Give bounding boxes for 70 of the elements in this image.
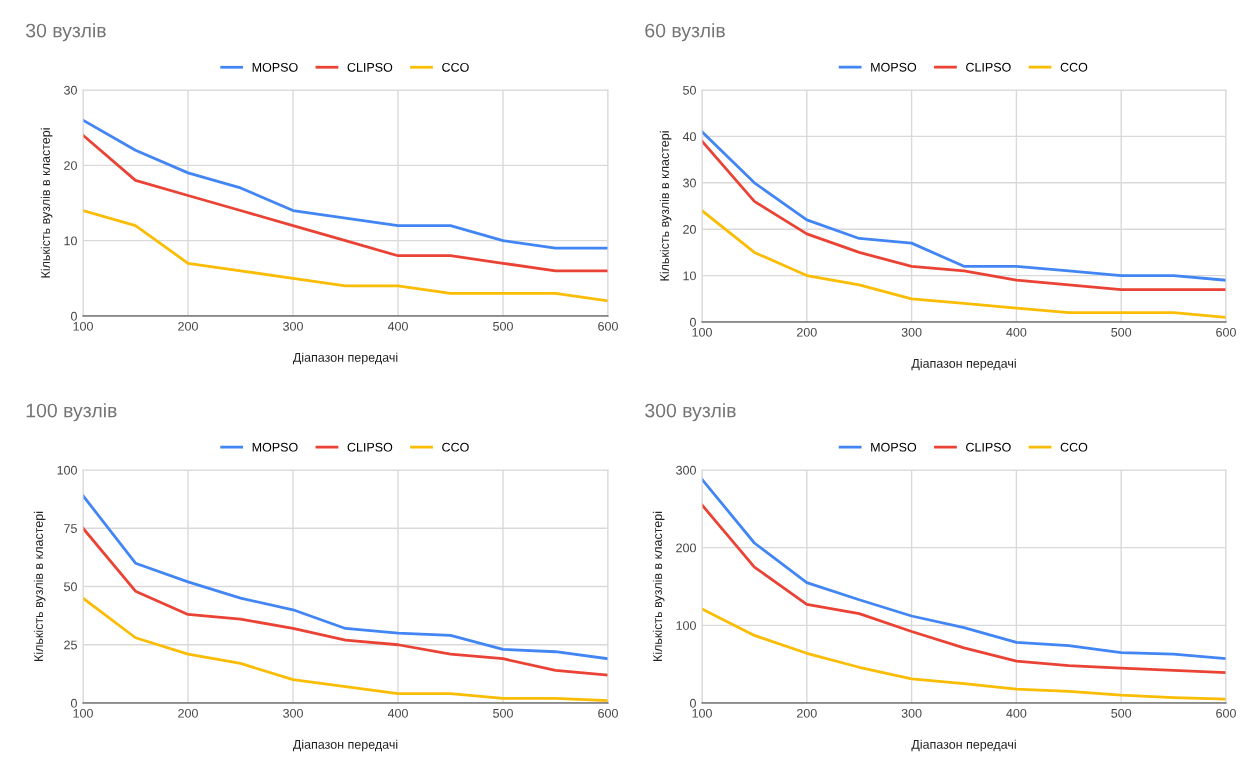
- y-tick-label: 300: [676, 465, 696, 475]
- y-tick-label: 20: [683, 225, 696, 234]
- line-series: [83, 209, 608, 303]
- y-axis-title: Кількість вузлів в кластері: [652, 511, 665, 661]
- x-tick-label: 500: [493, 321, 513, 331]
- x-tick-label: 300: [283, 321, 303, 331]
- y-tick-label: 10: [683, 271, 696, 281]
- x-tick-label: 200: [178, 708, 198, 718]
- y-tick-label: 75: [64, 524, 77, 533]
- x-tick-label: 600: [598, 321, 618, 331]
- y-axis-title: Кількість вузлів в кластері: [659, 131, 672, 281]
- legend-label: CLIPSO: [966, 62, 1011, 72]
- x-axis-title: Діапазон передачі: [911, 739, 1016, 752]
- x-tick-label: 200: [178, 321, 198, 331]
- x-tick-label: 500: [493, 708, 513, 718]
- x-tick-label: 300: [283, 708, 303, 718]
- legend-label: CCO: [442, 442, 469, 452]
- x-tick-label: 500: [1111, 708, 1132, 718]
- line-series: [702, 503, 1226, 675]
- x-tick-label: 500: [1111, 327, 1132, 337]
- y-tick-label: 40: [682, 132, 696, 142]
- y-axis-title: Кількість вузлів в кластері: [33, 511, 46, 661]
- y-tick-label: 10: [64, 236, 77, 246]
- x-tick-label: 400: [387, 321, 408, 331]
- y-axis-title: Кількість вузлів в кластері: [40, 128, 53, 278]
- y-tick-label: 100: [57, 465, 77, 475]
- legend-label: MOPSO: [871, 62, 917, 72]
- x-tick-label: 400: [1006, 708, 1027, 718]
- y-tick-label: 30: [683, 178, 696, 188]
- y-tick-label: 20: [64, 161, 77, 170]
- x-tick-label: 200: [797, 708, 817, 718]
- y-tick-label: 50: [683, 85, 696, 95]
- legend-label: MOPSO: [252, 62, 298, 72]
- chart-title: 60 вузлів: [645, 23, 725, 42]
- y-tick-label: 50: [64, 582, 77, 592]
- x-tick-label: 400: [387, 708, 408, 718]
- x-axis-title: Діапазон передачі: [911, 358, 1016, 371]
- legend-label: MOPSO: [871, 442, 917, 452]
- x-tick-label: 600: [1216, 708, 1236, 718]
- legend-label: CLIPSO: [347, 62, 393, 72]
- legend-label: MOPSO: [252, 442, 298, 452]
- legend-label: CLIPSO: [347, 442, 393, 452]
- legend-label: CCO: [1060, 62, 1088, 72]
- legend-label: CCO: [1060, 442, 1088, 452]
- x-axis-title: Діапазон передачі: [292, 739, 398, 752]
- y-tick-label: 100: [676, 621, 696, 630]
- y-tick-label: 25: [64, 640, 77, 650]
- x-tick-label: 400: [1006, 327, 1027, 337]
- x-tick-label: 300: [901, 327, 922, 337]
- y-tick-label: 0: [689, 698, 696, 708]
- x-tick-label: 200: [797, 327, 817, 337]
- x-tick-label: 600: [1216, 327, 1236, 337]
- line-series: [83, 118, 608, 250]
- x-axis-title: Діапазон передачі: [292, 352, 398, 365]
- y-tick-label: 30: [64, 85, 77, 95]
- line-series: [702, 477, 1226, 661]
- line-series: [83, 133, 608, 273]
- line-series: [83, 526, 608, 677]
- chart-title: 30 вузлів: [25, 23, 106, 42]
- x-tick-label: 600: [598, 708, 618, 718]
- legend-label: CCO: [442, 62, 469, 72]
- chart-title: 100 вузлів: [26, 403, 117, 422]
- legend-label: CLIPSO: [966, 442, 1011, 452]
- y-tick-label: 0: [689, 317, 696, 327]
- y-tick-label: 0: [70, 311, 77, 321]
- y-tick-label: 200: [676, 543, 696, 553]
- y-tick-label: 0: [70, 698, 77, 708]
- line-series: [83, 494, 608, 661]
- chart-title: 300 вузлів: [645, 403, 736, 422]
- x-tick-label: 300: [901, 708, 922, 718]
